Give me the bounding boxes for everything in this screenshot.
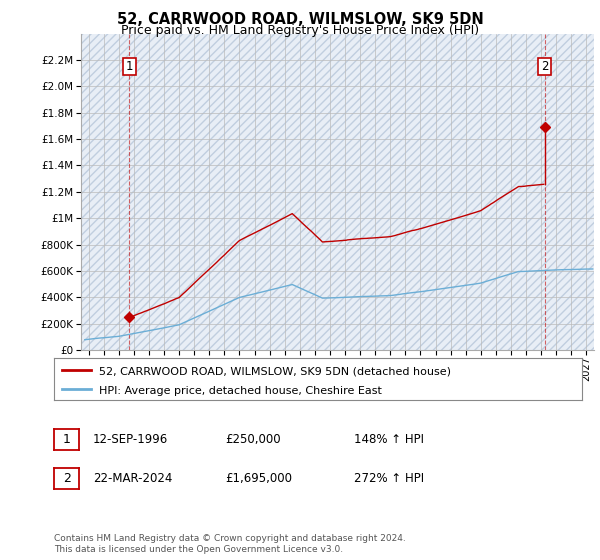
Text: 22-MAR-2024: 22-MAR-2024 [93,472,172,486]
Text: £250,000: £250,000 [225,433,281,446]
Text: Contains HM Land Registry data © Crown copyright and database right 2024.
This d: Contains HM Land Registry data © Crown c… [54,534,406,554]
Text: Price paid vs. HM Land Registry's House Price Index (HPI): Price paid vs. HM Land Registry's House … [121,24,479,36]
Bar [81,34,594,350]
Text: 52, CARRWOOD ROAD, WILMSLOW, SK9 5DN: 52, CARRWOOD ROAD, WILMSLOW, SK9 5DN [116,12,484,27]
Text: 52, CARRWOOD ROAD, WILMSLOW, SK9 5DN (detached house): 52, CARRWOOD ROAD, WILMSLOW, SK9 5DN (de… [99,367,451,377]
Text: 272% ↑ HPI: 272% ↑ HPI [354,472,424,486]
Text: £1,695,000: £1,695,000 [225,472,292,486]
Text: 1: 1 [125,60,133,73]
Text: 12-SEP-1996: 12-SEP-1996 [93,433,168,446]
Text: 2: 2 [541,60,548,73]
Text: 1: 1 [62,433,71,446]
Text: HPI: Average price, detached house, Cheshire East: HPI: Average price, detached house, Ches… [99,386,382,396]
Text: 148% ↑ HPI: 148% ↑ HPI [354,433,424,446]
Text: 2: 2 [62,472,71,486]
